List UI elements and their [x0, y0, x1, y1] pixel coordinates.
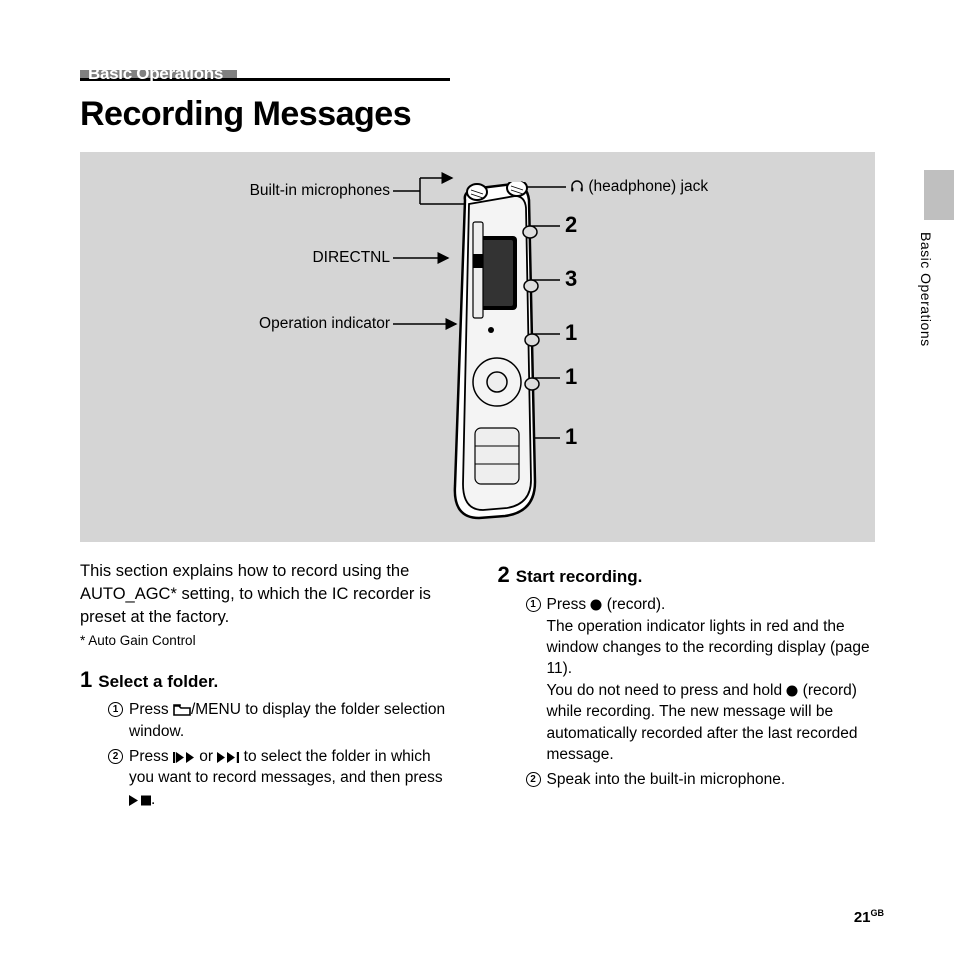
- step-2-number: 2: [498, 560, 510, 590]
- footnote-agc: * Auto Gain Control: [80, 632, 458, 651]
- circled-2-icon: 2: [108, 749, 123, 764]
- circled-2b-icon: 2: [526, 772, 541, 787]
- step-2-sub-2: 2 Speak into the built-in microphone.: [526, 769, 876, 790]
- step-1-number: 1: [80, 665, 92, 695]
- side-index-label: Basic Operations: [918, 232, 934, 347]
- section-tab-row: Basic Operations: [80, 70, 450, 81]
- section-tab: Basic Operations: [80, 70, 237, 78]
- step-1-sub-1-text: Press /MENU to display the folder select…: [129, 699, 458, 742]
- page-number: 21GB: [854, 908, 884, 926]
- step-2-sub-1-text: Press (record). The operation indicator …: [547, 594, 876, 765]
- column-right: 2 Start recording. 1 Press (record). The…: [498, 560, 876, 814]
- step-2-header: 2 Start recording.: [498, 560, 876, 590]
- folder-icon: [173, 703, 191, 716]
- circled-1-icon: 1: [108, 702, 123, 717]
- play-stop-icon: [129, 795, 151, 806]
- device-illustration: [435, 182, 555, 522]
- step-1-sub-2-text: Press or to select the folder in which y…: [129, 746, 458, 810]
- column-left: This section explains how to record usin…: [80, 560, 458, 814]
- circled-1b-icon: 1: [526, 597, 541, 612]
- step-2-title: Start recording.: [516, 565, 643, 588]
- side-index-tab: [924, 170, 954, 220]
- page-title: Recording Messages: [80, 95, 884, 134]
- step-1-sub-1: 1 Press /MENU to display the folder sele…: [108, 699, 458, 742]
- record-icon: [590, 599, 602, 611]
- step-2-sub-1: 1 Press (record). The operation indicato…: [526, 594, 876, 765]
- prev-track-icon: [173, 752, 195, 763]
- step-1-header: 1 Select a folder.: [80, 665, 458, 695]
- intro-text: This section explains how to record usin…: [80, 560, 458, 628]
- step-2-sub-2-text: Speak into the built-in microphone.: [547, 769, 876, 790]
- next-track-icon: [217, 752, 239, 763]
- content-columns: This section explains how to record usin…: [80, 560, 875, 814]
- step-1-title: Select a folder.: [98, 670, 218, 693]
- device-diagram: Built-in microphones DIRECTNL Operation …: [80, 152, 875, 542]
- step-1-sub-2: 2 Press or to select the folder in which…: [108, 746, 458, 810]
- record-icon: [786, 685, 798, 697]
- manual-page: Basic Operations Recording Messages Buil…: [0, 0, 954, 954]
